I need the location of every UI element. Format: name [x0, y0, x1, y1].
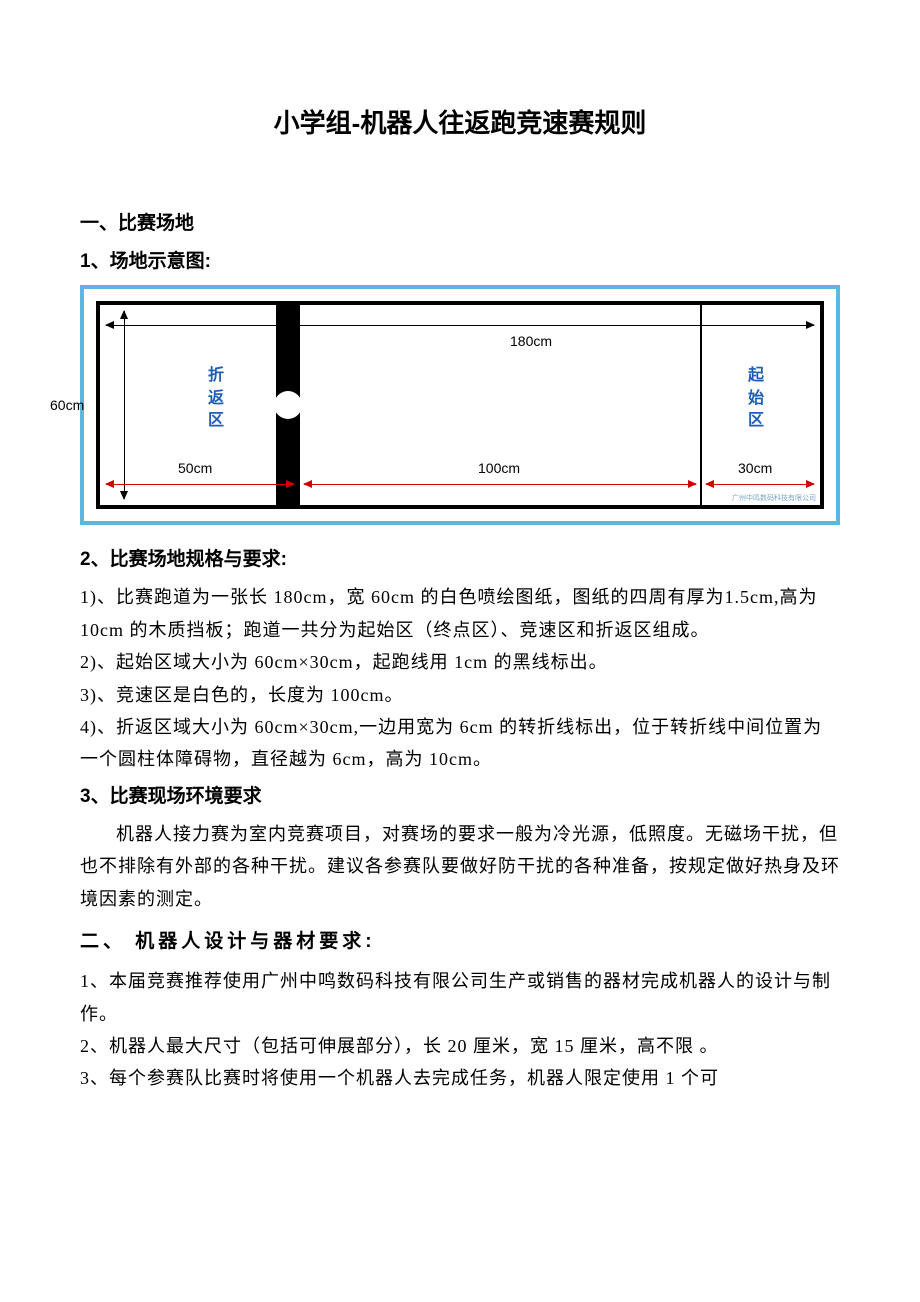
dim-total-width-label: 180cm	[510, 329, 552, 354]
sec1-p5: 机器人接力赛为室内竞赛项目，对赛场的要求一般为冷光源，低照度。无磁场干扰，但也不…	[80, 818, 840, 915]
dim-start-w-label: 30cm	[738, 456, 772, 481]
turn-zone-char1: 折	[208, 365, 224, 387]
start-zone-char1: 起	[748, 365, 764, 387]
field-inner: 180cm 60cm 50cm 100cm 30cm 折 返 区 起 始 区 广…	[96, 301, 824, 509]
sec2-p1: 1、本届竞赛推荐使用广州中鸣数码科技有限公司生产或销售的器材完成机器人的设计与制…	[80, 965, 840, 1030]
turn-zone-char3: 区	[208, 410, 224, 432]
dim-height	[124, 311, 125, 499]
dim-height-label: 60cm	[50, 393, 84, 418]
sec1-sub1: 1、场地示意图:	[80, 245, 840, 279]
start-zone-label: 起 始 区	[748, 365, 764, 432]
sec1-sub2: 2、比赛场地规格与要求:	[80, 543, 840, 577]
sec2-heading: 二、 机器人设计与器材要求:	[80, 925, 840, 959]
sec2-p2: 2、机器人最大尺寸（包括可伸展部分），长 20 厘米，宽 15 厘米，高不限 。	[80, 1030, 840, 1062]
page-title: 小学组-机器人往返跑竞速赛规则	[80, 100, 840, 147]
sec1-heading: 一、比赛场地	[80, 207, 840, 241]
sec1-sub3: 3、比赛现场环境要求	[80, 780, 840, 814]
turn-zone-char2: 返	[208, 388, 224, 410]
dim-start-w	[706, 484, 814, 485]
sec1-p1: 1)、比赛跑道为一张长 180cm，宽 60cm 的白色喷绘图纸，图纸的四周有厚…	[80, 581, 840, 646]
field-diagram: 180cm 60cm 50cm 100cm 30cm 折 返 区 起 始 区 广…	[80, 285, 840, 525]
sec1-p3: 3)、竞速区是白色的，长度为 100cm。	[80, 679, 840, 711]
sec1-p2: 2)、起始区域大小为 60cm×30cm，起跑线用 1cm 的黑线标出。	[80, 646, 840, 678]
dim-sprint-w-label: 100cm	[478, 456, 520, 481]
start-zone-char2: 始	[748, 388, 764, 410]
dim-sprint-w	[304, 484, 696, 485]
diagram-watermark: 广州中鸣数码科技有限公司	[732, 495, 816, 503]
sec1-p4: 4)、折返区域大小为 60cm×30cm,一边用宽为 6cm 的转折线标出，位于…	[80, 711, 840, 776]
turn-zone-label: 折 返 区	[208, 365, 224, 432]
dim-turn-w-label: 50cm	[178, 456, 212, 481]
obstacle-circle	[274, 391, 302, 419]
dim-total-width	[106, 325, 814, 326]
start-zone-char3: 区	[748, 410, 764, 432]
sec2-p3: 3、每个参赛队比赛时将使用一个机器人去完成任务，机器人限定使用 1 个可	[80, 1062, 840, 1094]
start-line	[700, 305, 702, 505]
dim-turn-w	[106, 484, 294, 485]
